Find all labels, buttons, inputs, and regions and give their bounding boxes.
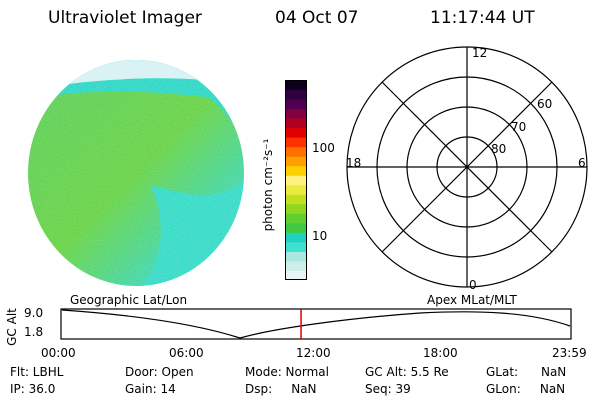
timeline-plot	[60, 308, 572, 340]
colorbar-swatch	[285, 156, 307, 167]
uv-disk	[28, 60, 244, 286]
mode-value: Mode: Normal	[245, 365, 329, 379]
y-tick-top: 9.0	[24, 306, 44, 320]
x-tick-1200: 12:00	[296, 346, 331, 360]
glat-value: GLat: NaN	[486, 365, 567, 379]
date-label: 04 Oct 07	[275, 8, 359, 28]
gc-alt-axis-title: GC Alt	[5, 308, 19, 346]
x-tick-0000: 00:00	[41, 346, 76, 360]
gc-alt-value: GC Alt: 5.5 Re	[365, 365, 449, 379]
colorbar-unit-label: photon cm⁻²s⁻¹	[261, 138, 275, 232]
colorbar-swatch	[285, 270, 307, 280]
colorbar-swatch	[285, 137, 307, 148]
lat-label-70: 70	[511, 120, 527, 134]
instrument-title: Ultraviolet Imager	[48, 8, 202, 28]
mlt-label-18: 18	[346, 156, 362, 170]
seq-value: Seq: 39	[365, 382, 411, 396]
y-tick-bottom: 1.8	[24, 325, 44, 339]
colorbar-tick-100: 100	[312, 141, 335, 155]
ip-value: IP: 36.0	[10, 382, 56, 396]
x-tick-1800: 18:00	[423, 346, 458, 360]
door-status: Door: Open	[125, 365, 194, 379]
geographic-label: Geographic Lat/Lon	[70, 293, 188, 307]
colorbar-swatch	[285, 118, 307, 129]
colorbar-swatch	[285, 203, 307, 214]
lat-label-80: 80	[491, 142, 507, 156]
colorbar-swatch	[285, 222, 307, 233]
colorbar-tick-10: 10	[312, 229, 328, 243]
uv-image	[28, 60, 244, 286]
flight-filter: Flt: LBHL	[10, 365, 64, 379]
colorbar-swatch	[285, 175, 307, 186]
glon-value: GLon: NaN	[486, 382, 566, 396]
colorbar-swatch	[285, 80, 307, 91]
colorbar-swatch	[285, 251, 307, 262]
apex-label: Apex MLat/MLT	[427, 293, 517, 307]
colorbar-swatch	[285, 232, 307, 243]
polar-diagonal-2	[381, 81, 553, 253]
mlt-label-0: 0	[469, 278, 477, 292]
colorbar-swatch	[285, 260, 307, 271]
lat-label-60: 60	[537, 97, 553, 111]
colorbar-swatch	[285, 146, 307, 157]
mlt-label-12: 12	[472, 46, 488, 60]
colorbar-swatch	[285, 108, 307, 119]
orbit-altitude-curve	[61, 309, 571, 339]
colorbar-swatch	[285, 89, 307, 100]
colorbar	[285, 80, 307, 280]
colorbar-swatch	[285, 165, 307, 176]
colorbar-swatch	[285, 241, 307, 252]
x-tick-2359: 23:59	[552, 346, 587, 360]
colorbar-border	[285, 80, 307, 280]
colorbar-swatch	[285, 127, 307, 138]
colorbar-swatch	[285, 184, 307, 195]
timeline-frame	[60, 308, 572, 340]
colorbar-swatch	[285, 213, 307, 224]
gain-value: Gain: 14	[125, 382, 176, 396]
time-label: 11:17:44 UT	[430, 8, 535, 28]
polar-plot	[346, 46, 588, 288]
colorbar-swatch	[285, 99, 307, 110]
mlt-label-6: 6	[578, 156, 586, 170]
x-tick-0600: 06:00	[169, 346, 204, 360]
dsp-value: Dsp: NaN	[245, 382, 317, 396]
colorbar-swatch	[285, 194, 307, 205]
